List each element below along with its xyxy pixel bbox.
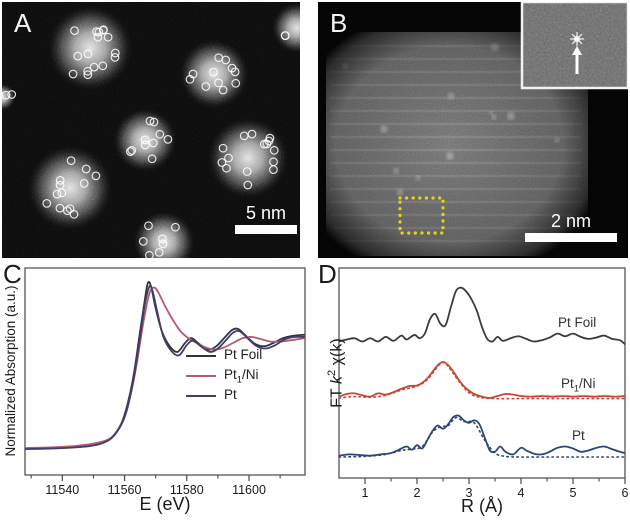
inset-arrow-icon <box>572 46 582 74</box>
svg-text:2: 2 <box>414 486 421 500</box>
legend-item-pt1-ni: Pt1/Ni <box>186 366 262 386</box>
legend: Pt Foil Pt1/Ni Pt <box>186 346 262 406</box>
panel-d-exafs-plot: 1 2 3 4 5 6 D FT k2 χ(k) R (Å) Pt Foil Pt1/Ni… <box>315 260 630 524</box>
svg-text:5: 5 <box>570 486 577 500</box>
x-axis-label: R (Å) <box>461 496 503 516</box>
panel-c-xanes-plot: 11540 11560 11580 11600 C Normalized Absorp… <box>0 260 315 524</box>
svg-text:6: 6 <box>622 486 629 500</box>
inset-border <box>520 2 628 90</box>
panel-a-stem-image: A 5 nm <box>2 2 300 258</box>
y-axis-label: FT k2 χ(k) <box>326 338 346 408</box>
legend-item-pt-foil: Pt Foil <box>186 346 262 366</box>
legend-line-swatch <box>186 374 216 378</box>
tem-image-b <box>318 2 628 258</box>
panel-b-scalebar: 2 nm <box>525 211 617 242</box>
panel-a-label: A <box>14 8 32 38</box>
trace-label-pt1-ni: Pt1/Ni <box>561 376 596 395</box>
svg-text:11540: 11540 <box>45 483 79 497</box>
legend-line-swatch <box>186 394 216 398</box>
panel-a-scalebar: 5 nm <box>235 203 297 234</box>
inset-image <box>520 2 628 90</box>
panel-b-label: B <box>330 8 348 38</box>
scalebar-bar <box>235 225 297 234</box>
svg-text:1: 1 <box>362 486 369 500</box>
panel-d-label: D <box>318 259 337 289</box>
svg-text:3: 3 <box>466 486 473 500</box>
x-axis-label: E (eV) <box>139 494 191 514</box>
scalebar-text: 5 nm <box>245 203 287 223</box>
legend-label: Pt1/Ni <box>224 366 259 386</box>
panel-c-label: C <box>3 259 22 289</box>
legend-item-pt: Pt <box>186 386 262 406</box>
scalebar-bar <box>525 233 617 242</box>
svg-text:11600: 11600 <box>232 483 266 497</box>
svg-text:11580: 11580 <box>170 483 204 497</box>
scalebar-text: 2 nm <box>550 211 592 231</box>
tem-image-a <box>2 2 300 258</box>
svg-text:11560: 11560 <box>108 483 142 497</box>
legend-label: Pt Foil <box>224 346 263 362</box>
legend-line-swatch <box>186 354 216 358</box>
panel-b-hrtem-image: B 2 nm <box>318 2 628 258</box>
exafs-chart: 1 2 3 4 5 6 <box>338 267 629 500</box>
noise-texture <box>2 2 300 258</box>
trace-label-pt-foil: Pt Foil <box>558 315 597 330</box>
trace-label-pt: Pt <box>572 428 585 443</box>
y-axis-label: Normalized Absorption (a.u.) <box>3 285 18 457</box>
yellow-roi-box <box>398 196 445 235</box>
lattice-fringes <box>330 44 582 243</box>
svg-text:4: 4 <box>518 486 525 500</box>
single-atom-highlight <box>570 32 584 46</box>
xanes-chart: 11540 11560 11580 11600 <box>24 267 306 497</box>
legend-label: Pt <box>224 386 237 402</box>
